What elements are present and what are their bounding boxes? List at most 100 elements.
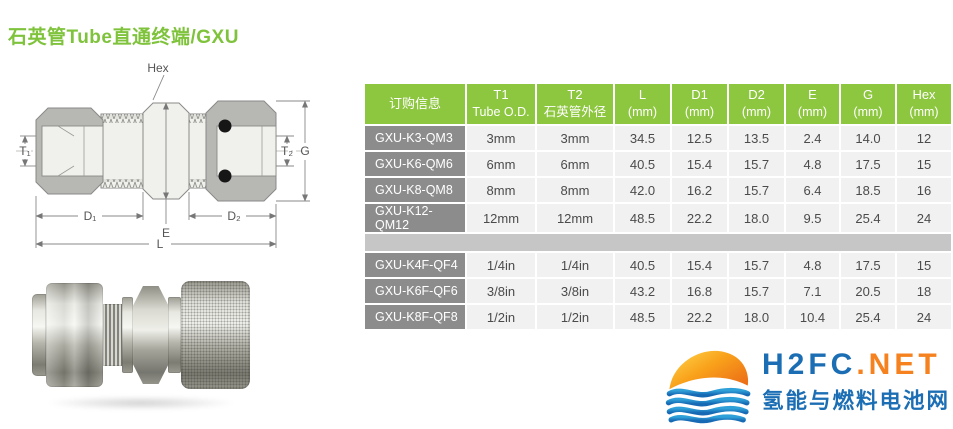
spec-cell: 12mm bbox=[467, 204, 535, 232]
spec-cell: 22.2 bbox=[672, 204, 727, 232]
spec-cell: 1/2in bbox=[467, 305, 535, 329]
table-row: GXU-K6F-QF6 3/8in 3/8in 43.2 16.8 15.7 7… bbox=[365, 279, 951, 303]
spec-cell: 4.8 bbox=[786, 253, 839, 277]
dim-label-hex: Hex bbox=[147, 61, 168, 75]
photo-knurled-nut bbox=[180, 281, 251, 389]
col-header-t1: T1 Tube O.D. bbox=[467, 84, 535, 124]
spec-cell: 3/8in bbox=[467, 279, 535, 303]
table-row: GXU-K8F-QF8 1/2in 1/2in 48.5 22.2 18.0 1… bbox=[365, 305, 951, 329]
col-header-d1: D1 (mm) bbox=[672, 84, 727, 124]
spec-cell: 18.5 bbox=[841, 178, 895, 202]
spec-cell: 15.4 bbox=[672, 253, 727, 277]
photo-spacer-ring bbox=[122, 297, 134, 373]
col-header-g: G (mm) bbox=[841, 84, 895, 124]
photo-thread-rings bbox=[102, 304, 123, 366]
o-ring-bottom bbox=[218, 169, 232, 183]
model-cell: GXU-K6-QM6 bbox=[365, 152, 465, 176]
spec-cell: 2.4 bbox=[786, 126, 839, 150]
spec-cell: 15.4 bbox=[672, 152, 727, 176]
col-header-order-info: 订购信息 bbox=[365, 84, 465, 124]
model-cell: GXU-K12-QM12 bbox=[365, 204, 465, 232]
spec-cell: 24 bbox=[897, 204, 951, 232]
spec-cell: 15.7 bbox=[729, 279, 784, 303]
logo-brand-suffix: .NET bbox=[856, 348, 941, 382]
spec-table: 订购信息 T1 Tube O.D. T2 石英管外径 L (mm) D1 (mm) D2… bbox=[363, 82, 953, 331]
spec-cell: 16 bbox=[897, 178, 951, 202]
fitting-cross-section: Hex T₁ T₂ G D₁ bbox=[16, 61, 310, 251]
dim-label-t1: T₁ bbox=[19, 144, 30, 158]
sun-shape bbox=[669, 350, 749, 390]
spec-cell: 4.8 bbox=[786, 152, 839, 176]
spec-cell: 6mm bbox=[467, 152, 535, 176]
spec-cell: 16.8 bbox=[672, 279, 727, 303]
photo-end-cap bbox=[32, 294, 47, 376]
spec-cell: 15 bbox=[897, 152, 951, 176]
col-header-t2: T2 石英管外径 bbox=[537, 84, 613, 124]
spec-cell: 1/4in bbox=[537, 253, 613, 277]
col-header-l: L (mm) bbox=[615, 84, 670, 124]
spec-cell: 8mm bbox=[537, 178, 613, 202]
spec-cell: 17.5 bbox=[841, 253, 895, 277]
photo-left-hex-nut bbox=[46, 283, 103, 387]
dim-label-g: G bbox=[300, 144, 309, 158]
dim-label-e: E bbox=[162, 226, 170, 240]
spec-cell: 16.2 bbox=[672, 178, 727, 202]
table-row: GXU-K4F-QF4 1/4in 1/4in 40.5 15.4 15.7 4… bbox=[365, 253, 951, 277]
col-header-d2: D2 (mm) bbox=[729, 84, 784, 124]
logo-brand-main: H2FC bbox=[762, 348, 857, 382]
spec-cell: 20.5 bbox=[841, 279, 895, 303]
spec-cell: 6mm bbox=[537, 152, 613, 176]
spec-cell: 13.5 bbox=[729, 126, 784, 150]
page-title: 石英管Tube直通终端/GXU bbox=[8, 27, 239, 48]
spec-cell: 3/8in bbox=[537, 279, 613, 303]
model-cell: GXU-K4F-QF4 bbox=[365, 253, 465, 277]
spec-cell: 15.7 bbox=[729, 152, 784, 176]
logo-brand: H2FC.NET bbox=[762, 349, 950, 381]
spec-cell: 18 bbox=[897, 279, 951, 303]
header-row: 订购信息 T1 Tube O.D. T2 石英管外径 L (mm) D1 (mm) D2… bbox=[365, 84, 951, 124]
spec-cell: 25.4 bbox=[841, 305, 895, 329]
table-row: GXU-K12-QM12 12mm 12mm 48.5 22.2 18.0 9.… bbox=[365, 204, 951, 232]
spec-cell: 14.0 bbox=[841, 126, 895, 150]
dim-label-t2: T₂ bbox=[281, 144, 293, 158]
spec-cell: 48.5 bbox=[615, 204, 670, 232]
spec-cell: 1/4in bbox=[467, 253, 535, 277]
col-header-e: E (mm) bbox=[786, 84, 839, 124]
section-separator-row bbox=[365, 234, 951, 251]
dim-label-l: L bbox=[157, 237, 164, 251]
table-row: GXU-K8-QM8 8mm 8mm 42.0 16.2 15.7 6.4 18… bbox=[365, 178, 951, 202]
spec-cell: 40.5 bbox=[615, 253, 670, 277]
dim-label-d1: D₁ bbox=[84, 209, 97, 223]
logo: H2FC.NET 氢能与燃料电池网 bbox=[664, 340, 950, 424]
col-header-hex: Hex (mm) bbox=[897, 84, 951, 124]
spec-cell: 18.0 bbox=[729, 305, 784, 329]
model-cell: GXU-K8F-QF8 bbox=[365, 305, 465, 329]
model-cell: GXU-K8-QM8 bbox=[365, 178, 465, 202]
sun-waves-icon bbox=[665, 350, 751, 424]
spec-cell: 24 bbox=[897, 305, 951, 329]
photo-center-hex bbox=[133, 286, 169, 384]
technical-diagram: Hex T₁ T₂ G D₁ bbox=[6, 56, 316, 258]
spec-cell: 43.2 bbox=[615, 279, 670, 303]
spec-cell: 25.4 bbox=[841, 204, 895, 232]
table-row: GXU-K3-QM3 3mm 3mm 34.5 12.5 13.5 2.4 14… bbox=[365, 126, 951, 150]
spec-cell: 17.5 bbox=[841, 152, 895, 176]
separator-band bbox=[365, 234, 951, 251]
spec-cell: 22.2 bbox=[672, 305, 727, 329]
spec-cell: 15.7 bbox=[729, 253, 784, 277]
spec-cell: 8mm bbox=[467, 178, 535, 202]
spec-cell: 15 bbox=[897, 253, 951, 277]
spec-cell: 42.0 bbox=[615, 178, 670, 202]
spec-cell: 10.4 bbox=[786, 305, 839, 329]
logo-tagline: 氢能与燃料电池网 bbox=[762, 388, 951, 413]
model-cell: GXU-K6F-QF6 bbox=[365, 279, 465, 303]
dim-label-d2: D₂ bbox=[227, 209, 241, 223]
spec-cell: 7.1 bbox=[786, 279, 839, 303]
spec-cell: 18.0 bbox=[729, 204, 784, 232]
logo-text: H2FC.NET 氢能与燃料电池网 bbox=[762, 349, 950, 415]
product-photo bbox=[32, 268, 251, 402]
spec-cell: 34.5 bbox=[615, 126, 670, 150]
spec-cell: 40.5 bbox=[615, 152, 670, 176]
spec-cell: 6.4 bbox=[786, 178, 839, 202]
